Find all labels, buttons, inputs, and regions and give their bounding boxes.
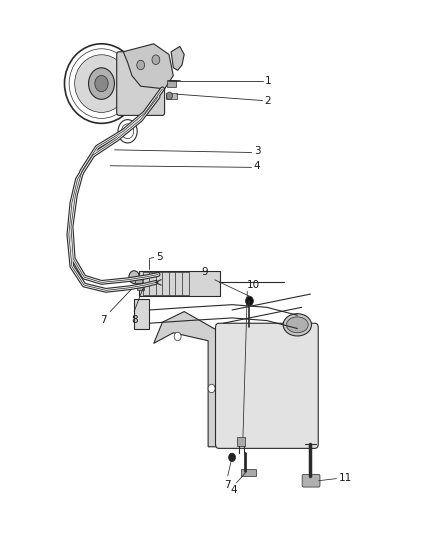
Circle shape [166, 92, 173, 100]
Polygon shape [123, 44, 173, 89]
Circle shape [208, 384, 215, 393]
Text: 4: 4 [254, 161, 261, 171]
Circle shape [88, 68, 114, 99]
Text: 8: 8 [131, 316, 138, 325]
Circle shape [137, 60, 145, 70]
Polygon shape [154, 312, 217, 447]
Circle shape [246, 296, 253, 306]
FancyBboxPatch shape [302, 474, 320, 487]
Circle shape [95, 76, 108, 92]
Text: 9: 9 [201, 267, 208, 277]
FancyBboxPatch shape [215, 323, 318, 448]
FancyBboxPatch shape [117, 52, 165, 115]
Text: 5: 5 [156, 253, 162, 262]
Circle shape [152, 55, 160, 64]
Text: 7: 7 [100, 316, 107, 325]
Text: 4: 4 [231, 485, 237, 495]
Text: 10: 10 [247, 280, 261, 290]
FancyBboxPatch shape [166, 93, 177, 100]
FancyBboxPatch shape [135, 277, 142, 284]
Circle shape [229, 453, 236, 462]
Polygon shape [171, 46, 184, 70]
FancyBboxPatch shape [137, 284, 144, 290]
Circle shape [174, 332, 181, 341]
Polygon shape [134, 300, 149, 328]
Ellipse shape [74, 55, 128, 112]
Ellipse shape [286, 317, 308, 333]
Text: 3: 3 [254, 147, 261, 157]
FancyBboxPatch shape [139, 271, 220, 296]
Text: 2: 2 [265, 95, 271, 106]
Circle shape [129, 271, 139, 284]
Text: 11: 11 [339, 473, 352, 483]
FancyBboxPatch shape [241, 469, 256, 476]
Text: 7: 7 [224, 480, 231, 490]
FancyBboxPatch shape [237, 437, 245, 446]
Text: 1: 1 [265, 76, 271, 86]
FancyBboxPatch shape [167, 80, 177, 87]
Ellipse shape [283, 314, 311, 336]
